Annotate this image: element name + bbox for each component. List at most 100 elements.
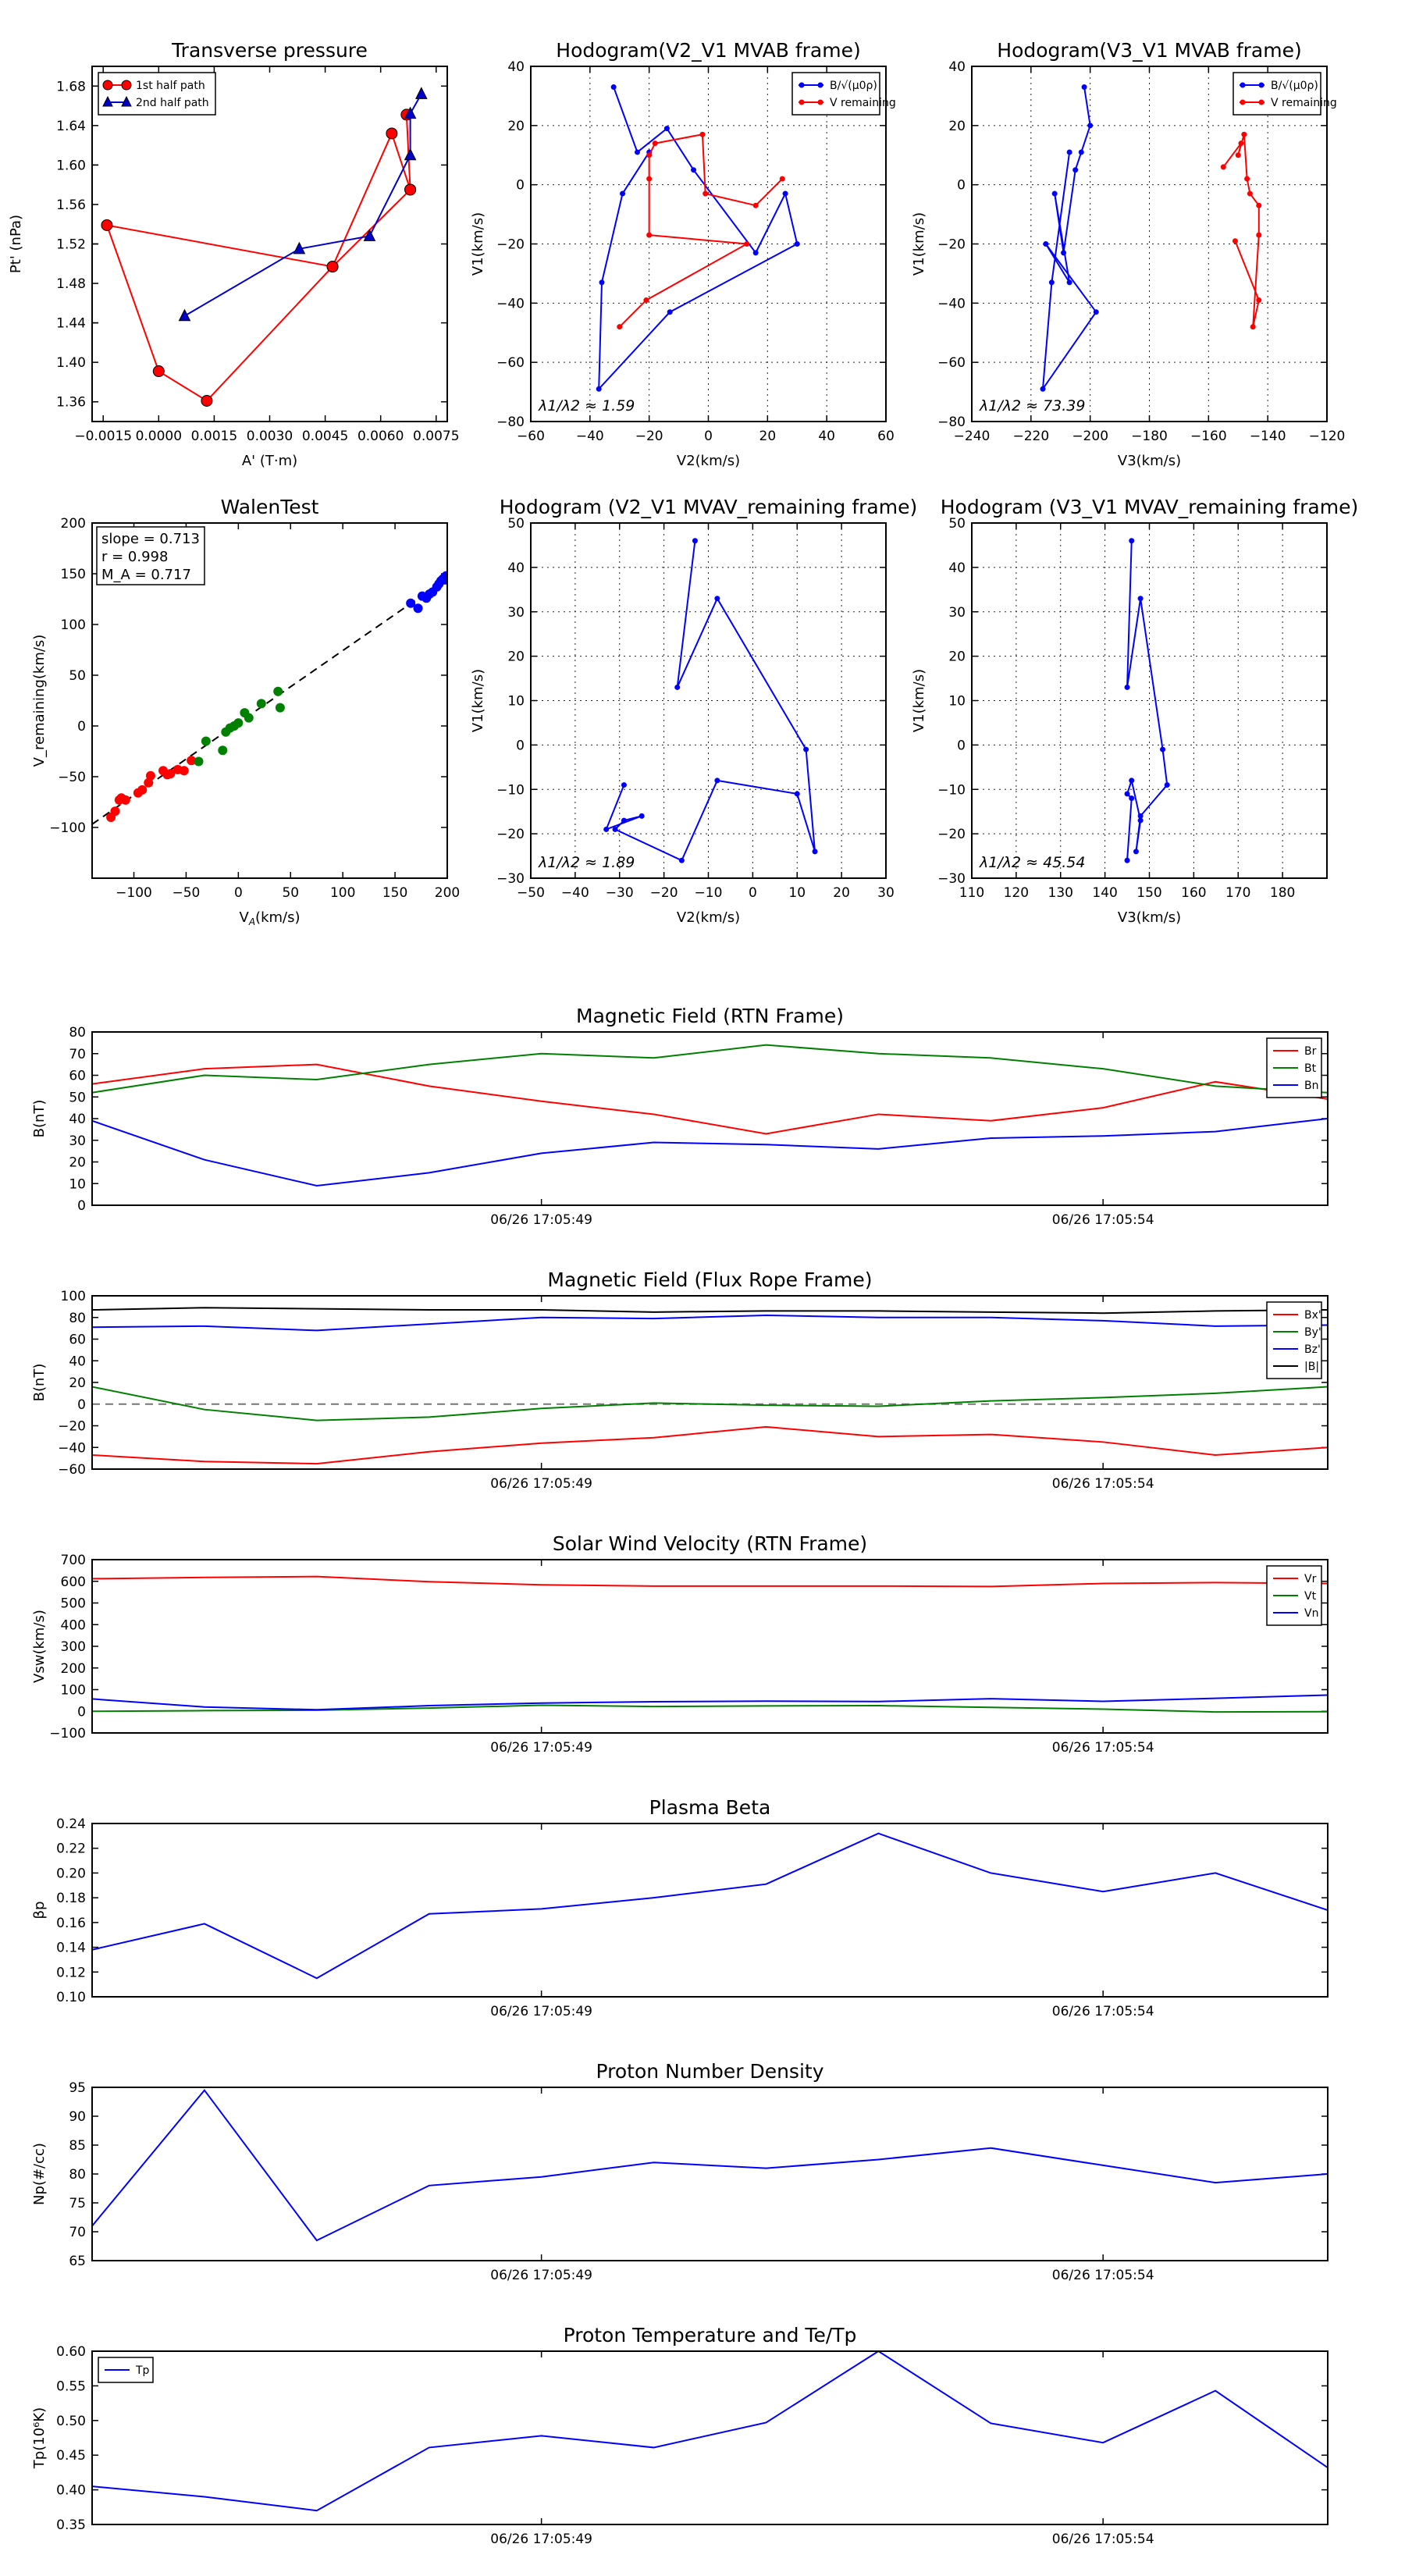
data-point (646, 232, 653, 238)
x-tick-label: −140 (1250, 429, 1286, 444)
data-point (386, 127, 398, 140)
plot-area (92, 1307, 1328, 1465)
plot-frame (91, 1295, 1329, 1470)
y-tick-label: 80 (69, 1025, 86, 1041)
y-tick-label: 0.10 (56, 1990, 86, 2005)
legend-marker (121, 95, 132, 107)
chart-title: Magnetic Field (Flux Rope Frame) (547, 1268, 872, 1291)
data-point (752, 202, 759, 208)
x-tick-label: 06/26 17:05:49 (490, 2532, 592, 2547)
y-tick-label: 80 (69, 2167, 86, 2183)
data-point (201, 394, 213, 407)
y-tick-label: 40 (69, 1112, 86, 1127)
plot-frame (91, 1559, 1329, 1734)
data-point (1137, 596, 1144, 602)
y-tick-label: 200 (61, 516, 86, 532)
x-tick-label: 0.0060 (357, 429, 404, 444)
legend: Bx' By' Bz' |B| (1266, 1301, 1322, 1379)
data-point (233, 718, 244, 728)
x-tick-label: 170 (1225, 885, 1250, 901)
x-axis-label: V3(km/s) (1118, 909, 1181, 926)
legend-label: Bt (1304, 1062, 1317, 1075)
y-tick-label: 50 (507, 516, 525, 532)
data-point (699, 131, 706, 137)
lambda-annotation: λ1/λ2 ≈ 1.59 (538, 397, 635, 415)
x-tick-label: −60 (517, 429, 545, 444)
plot-area (106, 571, 447, 822)
y-tick-label: −40 (937, 296, 966, 311)
chart-title: Transverse pressure (171, 39, 368, 62)
x-axis-label: VA(km/s) (240, 909, 301, 927)
data-point (1129, 795, 1135, 802)
y-tick-label: 0 (77, 719, 86, 735)
legend-label: V remaining (830, 97, 896, 109)
plot-frame (91, 1823, 1329, 1998)
x-tick-label: −20 (635, 429, 663, 444)
y-tick-label: −20 (937, 237, 966, 253)
legend-marker (102, 95, 113, 107)
x-axis-label-part: A (248, 916, 255, 927)
y-tick-label: 100 (61, 1683, 86, 1699)
y-tick-label: 20 (948, 649, 966, 665)
x-tick-label: 06/26 17:05:54 (1052, 1476, 1154, 1492)
x-tick-label: 0.0045 (302, 429, 348, 444)
x-tick-label: 160 (1181, 885, 1206, 901)
y-tick-label: 0 (516, 738, 525, 753)
x-tick-label: 60 (877, 429, 895, 444)
y-axis-label: Vsw(km/s) (31, 1610, 48, 1683)
data-point (1129, 777, 1135, 784)
legend-label: V remaining (1271, 97, 1337, 109)
y-tick-label: −10 (937, 782, 966, 798)
y-tick-label: 600 (61, 1574, 86, 1590)
data-point (1129, 538, 1135, 544)
x-tick-label: 110 (959, 885, 984, 901)
data-point (1235, 152, 1241, 158)
data-point (440, 575, 447, 585)
y-tick-label: 500 (61, 1596, 86, 1612)
data-point (635, 149, 640, 155)
y-tick-label: 100 (61, 617, 86, 633)
data-point (404, 183, 417, 196)
x-tick-label: 0 (234, 885, 243, 901)
y-tick-label: 1.48 (56, 276, 86, 292)
data-point (120, 795, 130, 805)
data-point (415, 87, 428, 99)
y-tick-label: 95 (69, 2080, 86, 2096)
x-tick-label: −200 (1072, 429, 1108, 444)
y-tick-label: 20 (69, 1155, 86, 1171)
data-point (663, 126, 670, 132)
data-point (667, 309, 673, 315)
series-v-remaining (1220, 131, 1262, 330)
x-tick-label: 20 (759, 429, 777, 444)
data-point (643, 297, 649, 304)
chart-title: WalenTest (221, 496, 319, 518)
y-tick-label: 0 (77, 1704, 86, 1720)
legend-label: Vn (1304, 1607, 1318, 1620)
x-tick-label: 06/26 17:05:49 (490, 2004, 592, 2019)
chart-title: Plasma Beta (649, 1796, 771, 1819)
y-tick-label: 0 (957, 738, 966, 753)
data-point (782, 190, 788, 197)
x-tick-label: −20 (650, 885, 678, 901)
data-point (617, 324, 623, 330)
series-line (92, 1314, 1328, 1332)
data-point (1256, 297, 1262, 304)
y-tick-label: 1.52 (56, 237, 86, 253)
plot-area (92, 2089, 1328, 2242)
series-v (1124, 538, 1170, 863)
x-tick-label: 150 (1136, 885, 1161, 901)
y-tick-label: 40 (507, 59, 525, 75)
chart-hodo2: Hodogram(V3_V1 MVAB frame)−80−60−40−2002… (911, 39, 1345, 469)
x-tick-label: −50 (517, 885, 545, 901)
x-tick-label: −10 (695, 885, 723, 901)
legend-marker (1258, 82, 1264, 88)
series-vr (92, 1575, 1328, 1588)
x-tick-label: 20 (833, 885, 850, 901)
y-tick-label: −50 (58, 770, 86, 785)
chart-title: Proton Temperature and Te/Tp (564, 2324, 857, 2347)
y-tick-label: 1.60 (56, 158, 86, 173)
y-tick-label: 50 (948, 516, 966, 532)
legend-label: Vt (1304, 1590, 1317, 1603)
data-point (256, 699, 266, 709)
chart-hodo1: Hodogram(V2_V1 MVAB frame)−80−60−40−2002… (470, 39, 896, 469)
